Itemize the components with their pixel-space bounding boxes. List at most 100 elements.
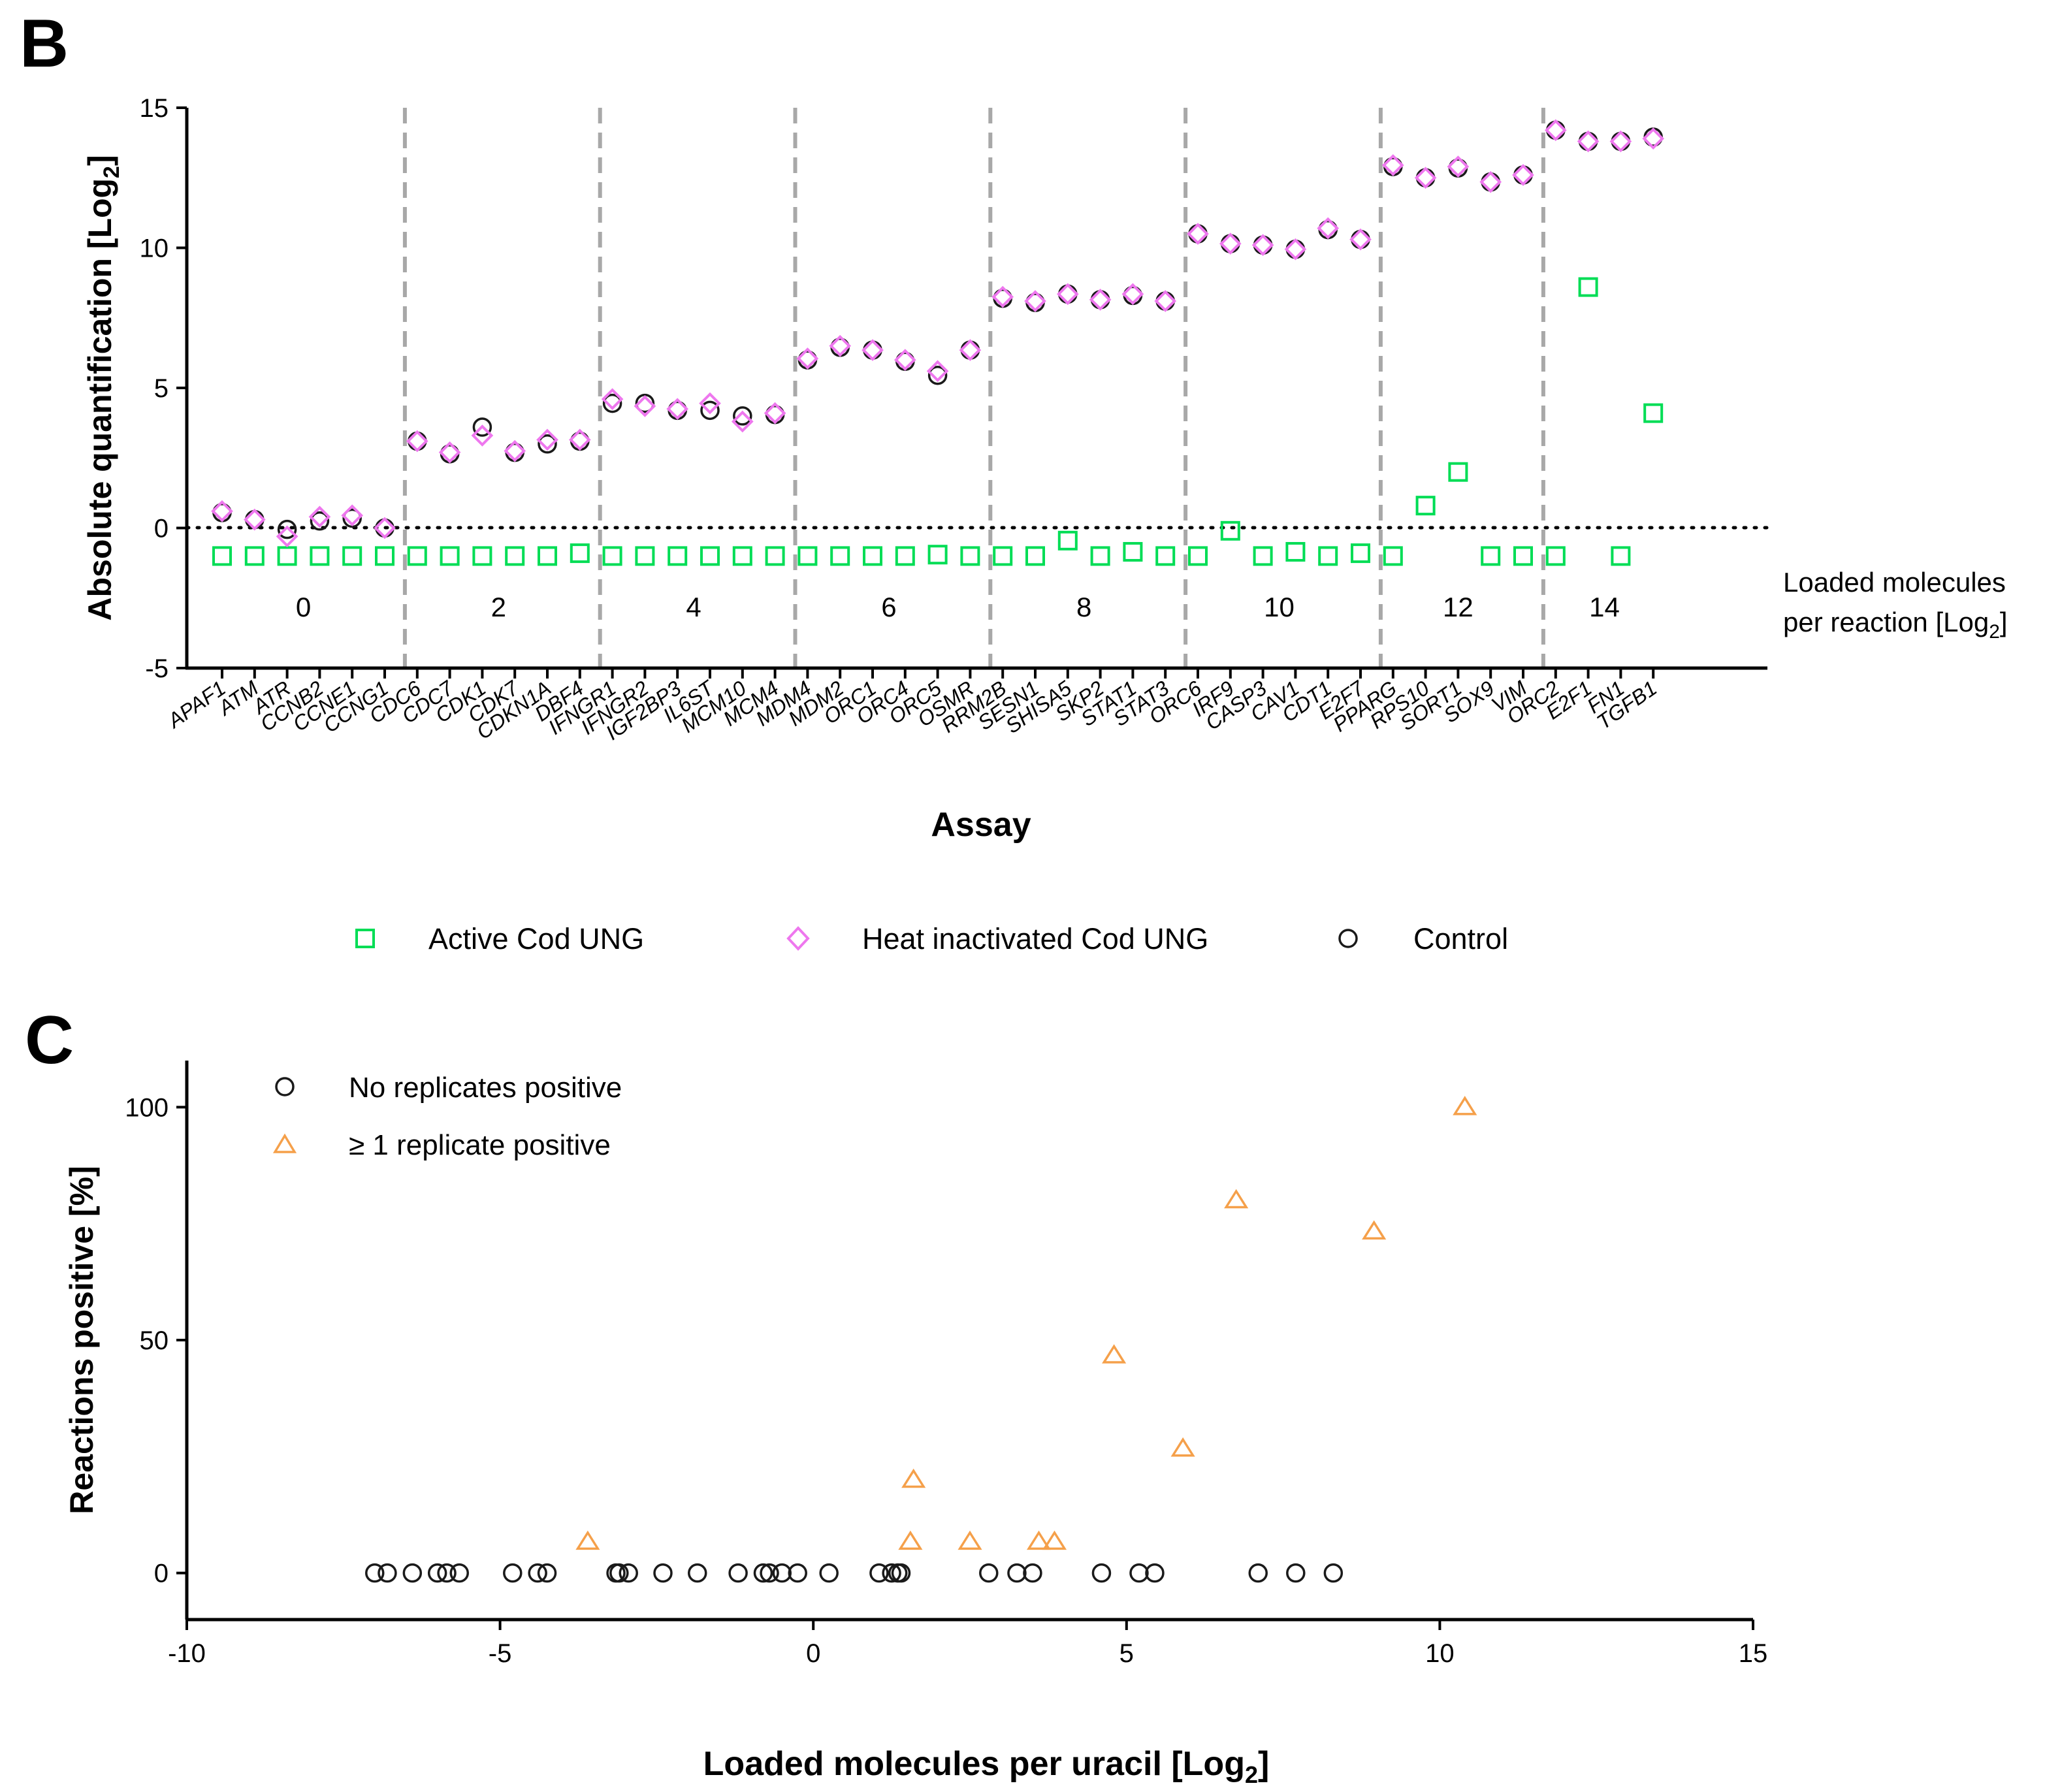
- heat-inactivated-point: [764, 402, 786, 424]
- legend-heat-label: Heat inactivated Cod UNG: [862, 922, 1208, 955]
- control-point: [1513, 165, 1533, 185]
- replicate-positive-point: [1453, 1096, 1477, 1115]
- legend-diamond-marker: [786, 926, 810, 951]
- heat-inactivated-point: [926, 360, 949, 383]
- c-y-tick-label: 100: [125, 1093, 169, 1122]
- control-point: [1285, 239, 1306, 259]
- active-ung-point: [1448, 462, 1468, 482]
- active-ung-point: [993, 546, 1013, 566]
- replicate-positive-point: [1042, 1530, 1067, 1550]
- active-ung-point: [863, 546, 882, 566]
- active-ung-point: [1383, 546, 1403, 566]
- legend-no-replicates-label: No replicates positive: [349, 1072, 622, 1104]
- active-ung-point: [1318, 546, 1338, 566]
- control-point: [277, 519, 297, 539]
- active-ung-point: [895, 546, 915, 566]
- legend-square-marker: [355, 929, 375, 948]
- no-replicates-point: [979, 1563, 999, 1583]
- group-separator-lines: [402, 108, 1545, 668]
- group-label: 8: [1076, 592, 1091, 622]
- b-y-tick-label: 10: [140, 234, 169, 263]
- active-ung-point: [505, 546, 525, 566]
- group-label: 0: [296, 592, 311, 622]
- replicate-positive-point: [1224, 1189, 1249, 1209]
- control-point: [602, 393, 622, 413]
- control-point: [1253, 235, 1273, 255]
- control-point: [863, 340, 882, 360]
- heat-inactivated-point: [1251, 234, 1274, 257]
- active-ung-point: [830, 546, 850, 566]
- b-y-tick-label: -5: [145, 654, 169, 683]
- heat-inactivated-point: [1609, 130, 1632, 153]
- b-y-tick-label: 0: [154, 515, 169, 543]
- no-replicates-point: [819, 1563, 839, 1583]
- control-point: [538, 434, 557, 454]
- heat-inactivated-point: [1349, 228, 1372, 251]
- heat-inactivated-point: [1187, 223, 1209, 245]
- c-x-tick-label: -10: [168, 1639, 206, 1668]
- heat-inactivated-point: [1544, 119, 1567, 142]
- heat-inactivated-point: [861, 339, 884, 361]
- active-ung-point: [1025, 546, 1045, 566]
- no-replicates-point: [882, 1563, 901, 1583]
- no-replicates-point: [1129, 1563, 1149, 1583]
- no-replicates-point: [503, 1563, 523, 1583]
- no-replicates-point: [609, 1563, 629, 1583]
- active-ung-point: [1057, 530, 1078, 551]
- group-label: 10: [1264, 592, 1295, 622]
- no-replicates-point: [772, 1563, 792, 1583]
- active-ung-point: [244, 546, 265, 566]
- heat-inactivated-point: [1121, 283, 1144, 306]
- heat-inactivated-point: [666, 398, 689, 421]
- active-ung-point: [602, 546, 622, 566]
- heat-inactivated-point: [699, 392, 721, 415]
- active-ung-point: [700, 546, 720, 566]
- control-point: [700, 400, 720, 421]
- replicate-positive-point: [575, 1530, 600, 1550]
- c-x-ticks: -10 -5 0 5 10 15: [168, 1620, 1767, 1668]
- control-point: [960, 340, 980, 360]
- active-ung-point: [570, 543, 590, 564]
- control-point: [1546, 120, 1566, 140]
- control-point: [1351, 229, 1370, 249]
- heat-inactivated-point: [1154, 290, 1177, 312]
- group-label: 12: [1443, 592, 1473, 622]
- control-point: [927, 365, 948, 385]
- active-ung-point: [1253, 546, 1273, 566]
- heat-inactivated-point: [341, 504, 364, 527]
- heat-inactivated-point: [601, 388, 624, 410]
- heat-inactivated-point: [894, 349, 916, 371]
- active-ung-point: [1123, 541, 1143, 562]
- b-y-tick-label: 15: [140, 94, 169, 123]
- active-ung-point: [732, 546, 752, 566]
- no-replicates-point: [1323, 1563, 1344, 1583]
- control-point: [1415, 168, 1436, 187]
- c-x-tick-label: 0: [806, 1639, 820, 1668]
- c-x-tick-label: 10: [1425, 1639, 1455, 1668]
- heat-inactivated-point: [374, 517, 396, 539]
- b-x-axis-title: Assay: [931, 806, 1031, 844]
- no-replicates-point: [1007, 1563, 1027, 1583]
- control-point: [342, 508, 362, 528]
- heat-inactivated-point: [731, 410, 754, 433]
- heat-inactivated-point: [1479, 170, 1502, 193]
- active-ung-point: [1611, 546, 1631, 566]
- control-point: [1221, 234, 1240, 253]
- c-x-tick-label: 15: [1739, 1639, 1768, 1668]
- panel-b: B 15 10 5 0 -5 0 2 4 6 8 10 12 14 APAF1ATMATRCCNB2C…: [20, 6, 2008, 955]
- active-ung-point: [1220, 520, 1240, 541]
- group-axis-label-line2: per reaction [Log2]: [1783, 607, 2008, 643]
- active-ung-point: [407, 546, 427, 566]
- no-replicates-point: [1248, 1563, 1268, 1583]
- active-ung-point: [1643, 403, 1664, 423]
- no-replicates-point: [1286, 1563, 1306, 1583]
- active-ung-point: [212, 546, 232, 566]
- assay-labels: APAF1ATMATRCCNB2CCNE1CCNG1CDC6CDC7CDK1CD…: [163, 668, 1661, 744]
- panel-c-label: C: [25, 1002, 74, 1078]
- no-replicates-point: [653, 1563, 673, 1583]
- heat-inactivated-point: [243, 508, 266, 531]
- active-ung-point: [472, 546, 492, 566]
- active-ung-point: [1155, 546, 1176, 566]
- heat-inactivated-point: [1056, 283, 1079, 306]
